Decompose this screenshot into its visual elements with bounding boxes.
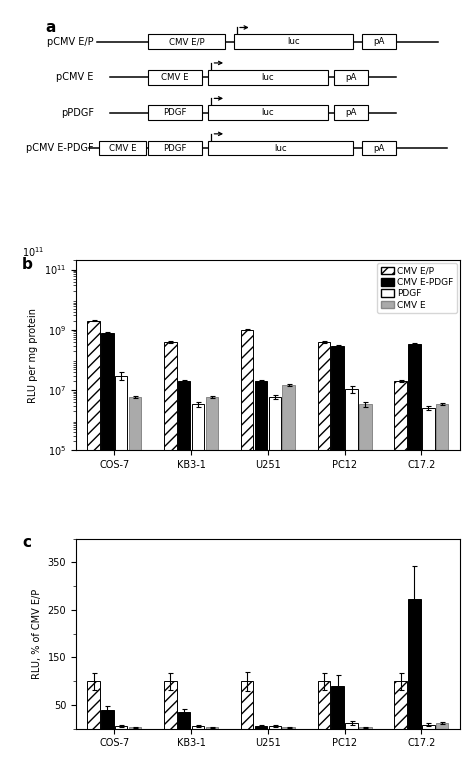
Bar [436,404,448,767]
Text: luc: luc [287,37,300,46]
Bar [164,342,176,767]
Bar [206,397,218,767]
Bar [241,330,253,767]
Bar [208,105,328,120]
Text: pCMV E: pCMV E [56,72,94,82]
Bar [345,723,358,729]
Bar [255,726,267,729]
Text: luc: luc [262,73,274,81]
Bar [331,686,344,729]
Text: pCMV E/P: pCMV E/P [47,37,94,47]
Text: pA: pA [373,143,384,153]
Bar [283,727,295,729]
Bar [129,727,141,729]
Bar [408,344,421,767]
Bar [148,140,201,156]
Bar [148,35,225,49]
Bar [394,681,407,729]
Bar [283,385,295,767]
Text: luc: luc [274,143,287,153]
Text: CMV E: CMV E [161,73,189,81]
Bar [255,381,267,767]
Bar [422,408,435,767]
Text: pPDGF: pPDGF [61,107,94,117]
Bar [178,381,191,767]
Bar [359,404,372,767]
Y-axis label: RLU per mg protein: RLU per mg protein [28,308,38,403]
Bar [362,140,396,156]
Bar [208,70,328,84]
Bar [99,140,146,156]
Bar [101,709,114,729]
Bar [87,321,100,767]
Bar [87,681,100,729]
Bar [345,389,358,767]
Text: PDGF: PDGF [163,143,187,153]
Bar [234,35,353,49]
Text: luc: luc [262,108,274,117]
Bar [164,681,176,729]
Bar [408,600,421,729]
Bar [129,397,141,767]
Text: b: b [22,257,33,272]
Y-axis label: RLU, % of CMV E/P: RLU, % of CMV E/P [32,588,42,679]
Bar [191,726,204,729]
Bar [359,727,372,729]
Bar [268,397,281,767]
Bar [394,381,407,767]
Text: CMV E: CMV E [109,143,137,153]
Bar [191,404,204,767]
Text: pA: pA [346,73,356,81]
Bar [206,727,218,729]
Bar [208,140,353,156]
Bar [178,712,191,729]
Bar [318,342,330,767]
Text: $10^{11}$: $10^{11}$ [22,245,45,258]
Bar [115,376,128,767]
Bar [436,723,448,729]
Bar [422,725,435,729]
Text: pCMV E-PDGF: pCMV E-PDGF [26,143,94,153]
Bar [268,726,281,729]
Legend: CMV E/P, CMV E-PDGF, PDGF, CMV E: CMV E/P, CMV E-PDGF, PDGF, CMV E [377,263,457,313]
Text: a: a [45,20,55,35]
Text: pA: pA [346,108,356,117]
Bar [241,681,253,729]
Bar [148,105,201,120]
Bar [362,35,396,49]
Text: CMV E/P: CMV E/P [169,37,205,46]
Bar [318,681,330,729]
Bar [331,346,344,767]
Bar [148,70,201,84]
Text: c: c [22,535,31,550]
Text: PDGF: PDGF [163,108,187,117]
Text: pA: pA [373,37,384,46]
Bar [334,105,368,120]
Bar [334,70,368,84]
Bar [115,726,128,729]
Bar [101,333,114,767]
